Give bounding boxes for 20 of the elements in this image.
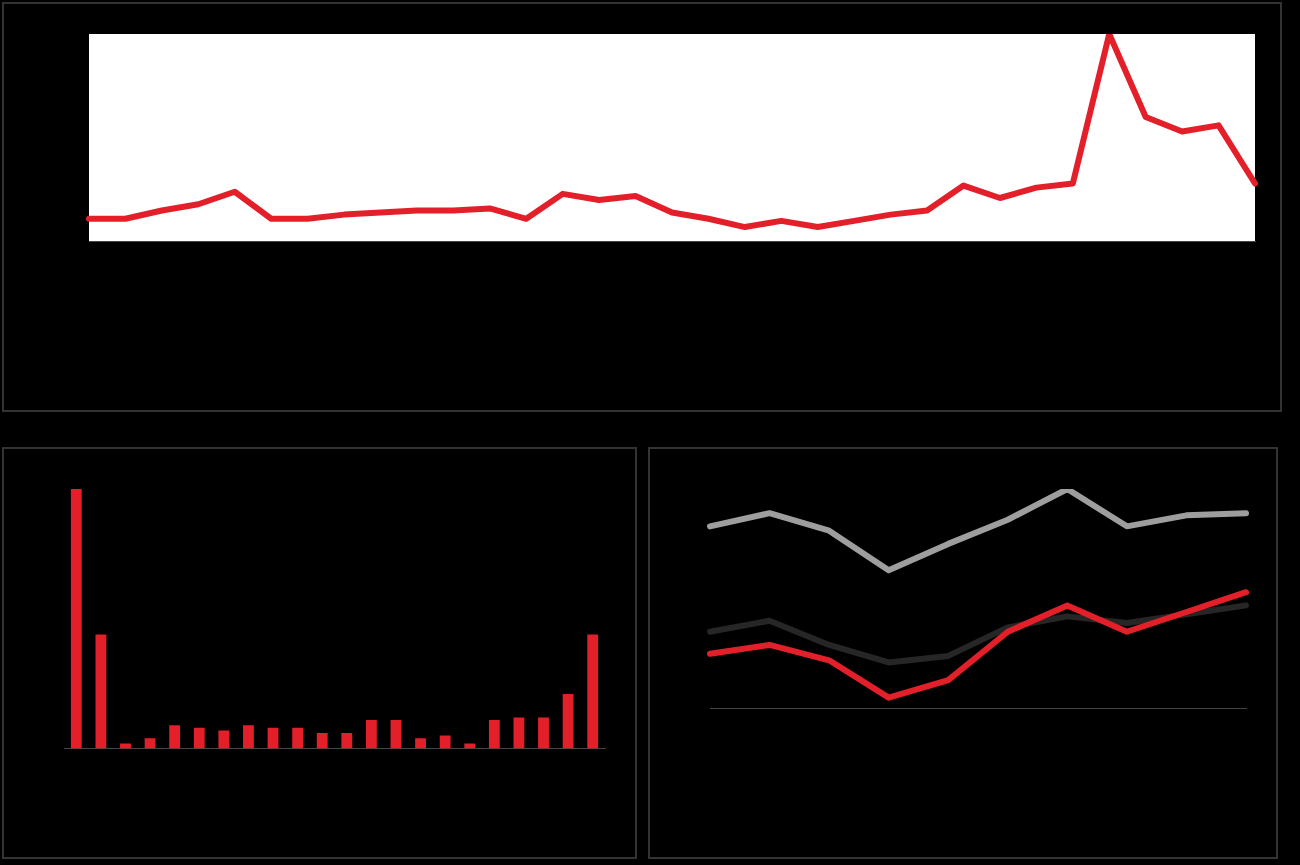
bar bbox=[292, 727, 304, 749]
bar bbox=[587, 634, 599, 749]
bar bbox=[562, 694, 574, 749]
bar bbox=[488, 720, 500, 749]
bar bbox=[316, 733, 328, 749]
bar bbox=[218, 730, 230, 749]
bar bbox=[95, 634, 107, 749]
bar bbox=[120, 743, 131, 749]
bar bbox=[464, 743, 476, 749]
bar bbox=[415, 738, 426, 749]
bar bbox=[439, 735, 451, 749]
bar bbox=[365, 720, 377, 749]
bar bbox=[513, 717, 525, 749]
bar bbox=[169, 725, 181, 749]
bar bbox=[70, 489, 82, 749]
bar bbox=[243, 725, 254, 749]
bar bbox=[193, 727, 205, 749]
bar bbox=[341, 733, 353, 749]
bar bbox=[538, 717, 549, 749]
bar bbox=[390, 720, 402, 749]
